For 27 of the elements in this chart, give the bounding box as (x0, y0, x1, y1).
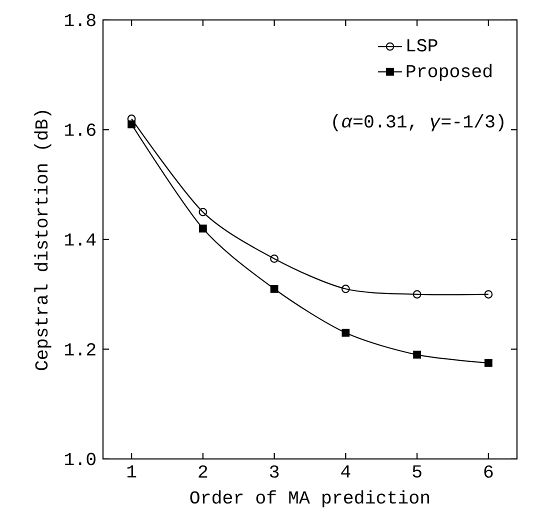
point (128, 120, 136, 128)
x-tick-label: 5 (412, 465, 422, 478)
x-tick-label: 4 (341, 465, 350, 478)
x-axis-title: Order of MA prediction (190, 490, 429, 508)
y-tick-label: 1.2 (65, 343, 96, 356)
point (198, 224, 207, 232)
point (341, 284, 350, 294)
y-tick-label: 1.6 (65, 124, 96, 136)
point (342, 328, 350, 337)
legend-label: LSP (407, 39, 438, 52)
point (270, 254, 279, 263)
point (270, 284, 278, 293)
x-tick-label: 3 (270, 465, 279, 478)
point (484, 359, 492, 367)
legend-label: Proposed (406, 64, 492, 81)
annotation: (α=0.31, γ=-1/3) (333, 114, 504, 132)
point (412, 290, 422, 299)
y-axis-title: Cepstral distortion (dB) (34, 111, 52, 370)
x-tick-label: 6 (484, 465, 493, 478)
point (198, 208, 208, 216)
y-tick-label: 1.8 (65, 14, 96, 26)
point (413, 350, 421, 359)
point (484, 290, 493, 299)
x-tick-label: 2 (198, 465, 208, 478)
y-tick-label: 1.0 (65, 452, 96, 466)
x-tick-label: 1 (127, 465, 136, 478)
y-tick-label: 1.4 (65, 233, 96, 246)
